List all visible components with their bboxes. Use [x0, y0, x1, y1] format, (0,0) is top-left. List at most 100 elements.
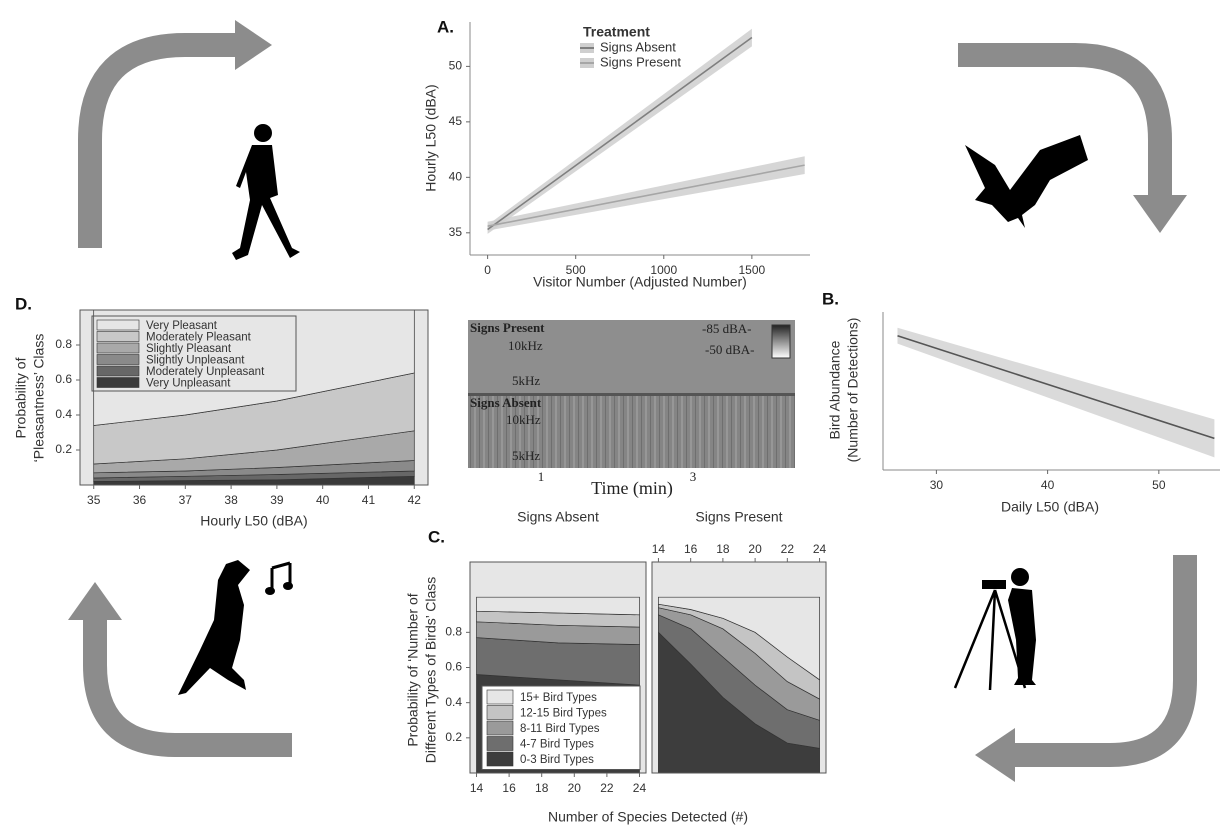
- x-tick-label: 42: [408, 493, 422, 507]
- time-tick-label: 1: [538, 469, 545, 484]
- y-tick-label: 0.6: [55, 372, 72, 386]
- x-tick-label: 20: [568, 781, 582, 795]
- x-axis-label: Visitor Number (Adjusted Number): [533, 274, 747, 290]
- x-tick-label: 35: [87, 493, 101, 507]
- x-tick-label: 14: [652, 542, 666, 556]
- frequency-label: 5kHz: [512, 373, 540, 388]
- photographer-icon: [955, 568, 1036, 690]
- x-tick-label: 24: [633, 781, 647, 795]
- x-tick-label: 24: [813, 542, 827, 556]
- legend-swatch: [97, 355, 139, 365]
- y-tick-label: 0.6: [445, 660, 462, 674]
- x-tick-label: 20: [748, 542, 762, 556]
- y-tick-label: 45: [449, 114, 463, 128]
- legend-swatch: [487, 706, 513, 720]
- arrow-head: [68, 582, 122, 620]
- x-axis-label: Daily L50 (dBA): [1001, 499, 1099, 515]
- scale-label: -50 dBA-: [705, 342, 754, 357]
- confidence-band: [898, 328, 1215, 458]
- legend-label: Moderately Unpleasant: [146, 366, 265, 378]
- legend-swatch: [97, 320, 139, 330]
- time-tick-label: 3: [690, 469, 697, 484]
- y-tick-label: 0.2: [55, 442, 72, 456]
- x-tick-label: 38: [224, 493, 238, 507]
- x-tick-label: 40: [1041, 478, 1055, 492]
- y-axis-label: Hourly L50 (dBA): [423, 84, 439, 191]
- color-bar: [772, 325, 790, 358]
- legend-swatch: [487, 737, 513, 751]
- panel-label: B.: [822, 289, 839, 308]
- x-tick-label: 16: [502, 781, 516, 795]
- x-tick-label: 22: [781, 542, 795, 556]
- singing-bird-icon: [178, 560, 293, 695]
- legend-label: Signs Present: [600, 54, 681, 69]
- x-tick-label: 18: [535, 781, 549, 795]
- y-tick-label: 0.8: [445, 625, 462, 639]
- frequency-label: 10kHz: [508, 338, 543, 353]
- scale-label: -85 dBA-: [702, 321, 751, 336]
- x-tick-label: 14: [470, 781, 484, 795]
- y-tick-label: 35: [449, 225, 463, 239]
- y-axis-label: Probability of ‘Number of: [405, 593, 421, 746]
- panel-label: A.: [437, 17, 454, 36]
- arrow-head: [975, 728, 1015, 782]
- spectrogram-label: Signs Absent: [470, 395, 542, 410]
- walker-icon: [232, 124, 300, 260]
- legend-label: Moderately Pleasant: [146, 331, 252, 343]
- y-axis-label: Probability of: [13, 357, 29, 438]
- legend-label: Very Pleasant: [146, 320, 218, 332]
- y-tick-label: 50: [449, 59, 463, 73]
- panel-label: C.: [428, 527, 445, 546]
- x-tick-label: 36: [133, 493, 147, 507]
- legend-swatch: [487, 721, 513, 735]
- legend-title: Treatment: [583, 24, 650, 40]
- legend-label: 0-3 Bird Types: [520, 754, 594, 766]
- facet-title: Signs Absent: [517, 509, 599, 525]
- arrow: [1013, 555, 1185, 755]
- x-tick-label: 30: [930, 478, 944, 492]
- x-tick-label: 22: [600, 781, 614, 795]
- legend-label: Very Unpleasant: [146, 377, 231, 389]
- legend-label: Slightly Pleasant: [146, 343, 232, 355]
- line: [898, 336, 1215, 439]
- x-tick-label: 0: [484, 263, 491, 277]
- spectrogram: Signs Present 10kHz 5kHz -85 dBA- -50 dB…: [468, 320, 795, 499]
- figure: Signs Present 10kHz 5kHz -85 dBA- -50 dB…: [0, 0, 1223, 830]
- y-tick-label: 0.4: [445, 695, 462, 709]
- legend-swatch: [487, 690, 513, 704]
- time-axis-label: Time (min): [591, 478, 673, 499]
- x-tick-label: 40: [316, 493, 330, 507]
- legend-swatch: [97, 366, 139, 376]
- legend-swatch: [97, 378, 139, 388]
- y-tick-label: 0.4: [55, 407, 72, 421]
- y-tick-label: 0.8: [55, 337, 72, 351]
- legend-label: 12-15 Bird Types: [520, 707, 607, 719]
- bird-icon: [965, 135, 1088, 228]
- x-tick-label: 39: [270, 493, 284, 507]
- spectrogram-label: Signs Present: [470, 320, 545, 335]
- y-tick-label: 40: [449, 170, 463, 184]
- frequency-label: 10kHz: [506, 412, 541, 427]
- legend-label: Signs Absent: [600, 39, 676, 54]
- x-tick-label: 41: [362, 493, 376, 507]
- arrow-head: [235, 20, 272, 70]
- legend-swatch: [97, 332, 139, 342]
- legend-label: Slightly Unpleasant: [146, 354, 245, 366]
- x-axis-label: Hourly L50 (dBA): [200, 513, 307, 529]
- legend-label: 8-11 Bird Types: [520, 723, 600, 735]
- arrow-head: [1133, 195, 1187, 233]
- x-axis-label: Number of Species Detected (#): [548, 809, 748, 825]
- y-axis-label: Bird Abundance: [827, 340, 843, 439]
- y-axis-label: Different Types of Birds’ Class: [423, 577, 439, 763]
- panel-label: D.: [15, 294, 32, 313]
- legend-label: 4-7 Bird Types: [520, 738, 594, 750]
- frequency-label: 5kHz: [512, 448, 540, 463]
- y-axis-label: (Number of Detections): [845, 318, 861, 463]
- y-tick-label: 0.2: [445, 730, 462, 744]
- legend-swatch: [97, 343, 139, 353]
- x-tick-label: 16: [684, 542, 698, 556]
- legend-label: 15+ Bird Types: [520, 692, 597, 704]
- x-tick-label: 18: [716, 542, 730, 556]
- facet-title: Signs Present: [695, 509, 782, 525]
- arrow: [90, 45, 237, 248]
